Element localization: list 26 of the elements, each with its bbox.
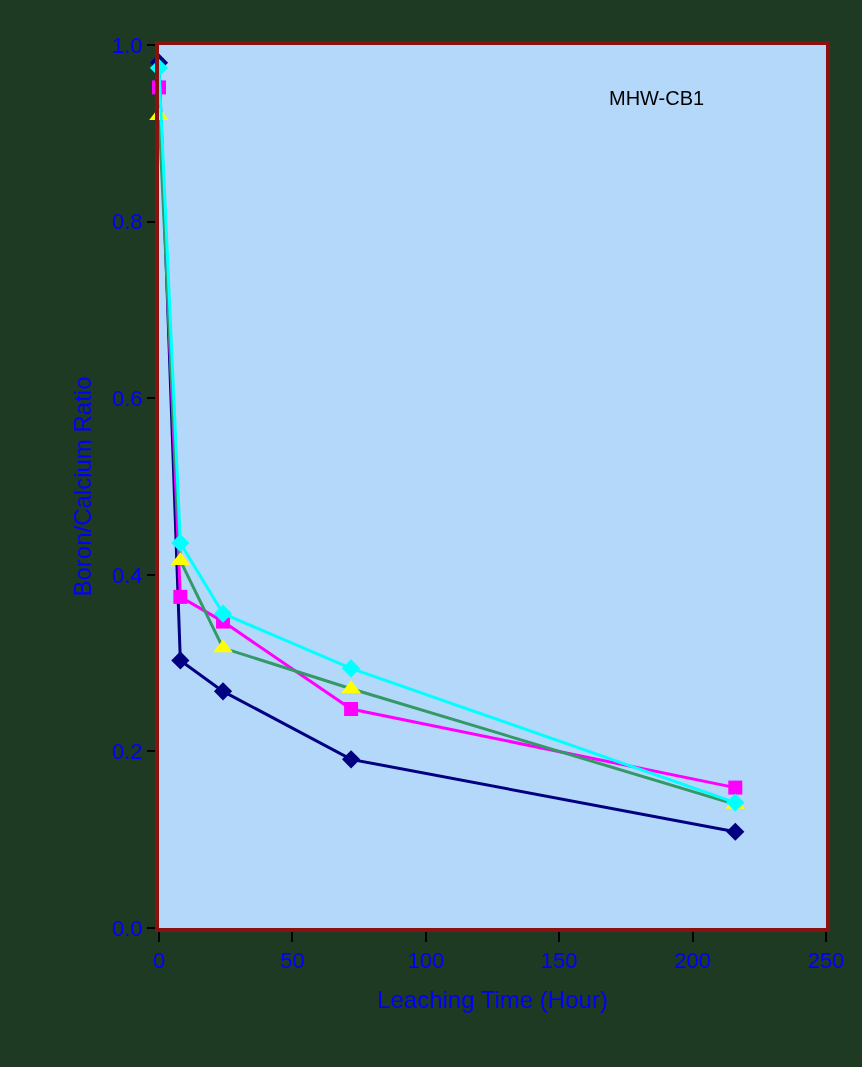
y-tick-label: 0.4 [112,562,143,588]
point [728,780,743,795]
point [171,533,190,553]
y-tick-label: 0.8 [112,209,143,235]
point [173,589,188,604]
x-tick-label: 150 [540,948,578,974]
point [342,750,361,769]
x-tick-label: 250 [807,948,845,974]
point [213,682,233,701]
x-tick-label: 50 [280,948,305,974]
point [342,659,361,678]
x-axis-title: Leaching Time (Hour) [377,986,608,1014]
point [726,822,745,841]
y-tick-label: 0.0 [112,915,143,941]
x-tick-label: 100 [407,948,445,974]
y-tick-label: 0.2 [112,739,143,765]
annotation: MHW-CB1 [609,87,705,109]
x-tick-label: 0 [152,948,166,974]
point [344,702,359,717]
point [171,651,190,670]
point [213,604,233,623]
x-tick-label: 200 [674,948,711,974]
y-axis-title: Boron/Calcium Ratio [68,376,96,597]
point [213,639,233,653]
y-tick-label: 0.6 [112,385,143,411]
y-tick-label: 1.0 [112,32,143,58]
